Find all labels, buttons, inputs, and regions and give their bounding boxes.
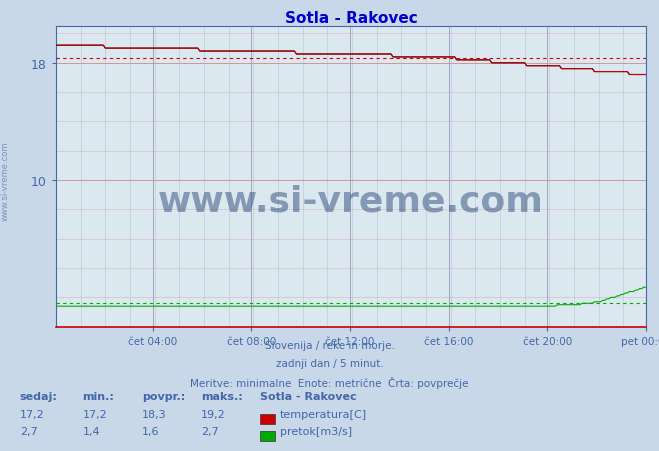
- Text: pretok[m3/s]: pretok[m3/s]: [280, 426, 352, 436]
- Text: www.si-vreme.com: www.si-vreme.com: [1, 141, 10, 220]
- Text: zadnji dan / 5 minut.: zadnji dan / 5 minut.: [275, 359, 384, 368]
- Title: Sotla - Rakovec: Sotla - Rakovec: [285, 11, 417, 26]
- Text: temperatura[C]: temperatura[C]: [280, 409, 367, 419]
- Text: maks.:: maks.:: [201, 391, 243, 401]
- Text: www.si-vreme.com: www.si-vreme.com: [158, 184, 544, 218]
- Text: 17,2: 17,2: [20, 409, 45, 419]
- Text: Slovenija / reke in morje.: Slovenija / reke in morje.: [264, 341, 395, 350]
- Text: 1,6: 1,6: [142, 426, 159, 436]
- Text: 17,2: 17,2: [82, 409, 107, 419]
- Text: 1,4: 1,4: [82, 426, 100, 436]
- Text: 19,2: 19,2: [201, 409, 226, 419]
- Text: Sotla - Rakovec: Sotla - Rakovec: [260, 391, 357, 401]
- Text: min.:: min.:: [82, 391, 114, 401]
- Text: 2,7: 2,7: [20, 426, 38, 436]
- Text: 18,3: 18,3: [142, 409, 166, 419]
- Text: povpr.:: povpr.:: [142, 391, 185, 401]
- Text: Meritve: minimalne  Enote: metrične  Črta: povprečje: Meritve: minimalne Enote: metrične Črta:…: [190, 377, 469, 389]
- Text: 2,7: 2,7: [201, 426, 219, 436]
- Text: sedaj:: sedaj:: [20, 391, 57, 401]
